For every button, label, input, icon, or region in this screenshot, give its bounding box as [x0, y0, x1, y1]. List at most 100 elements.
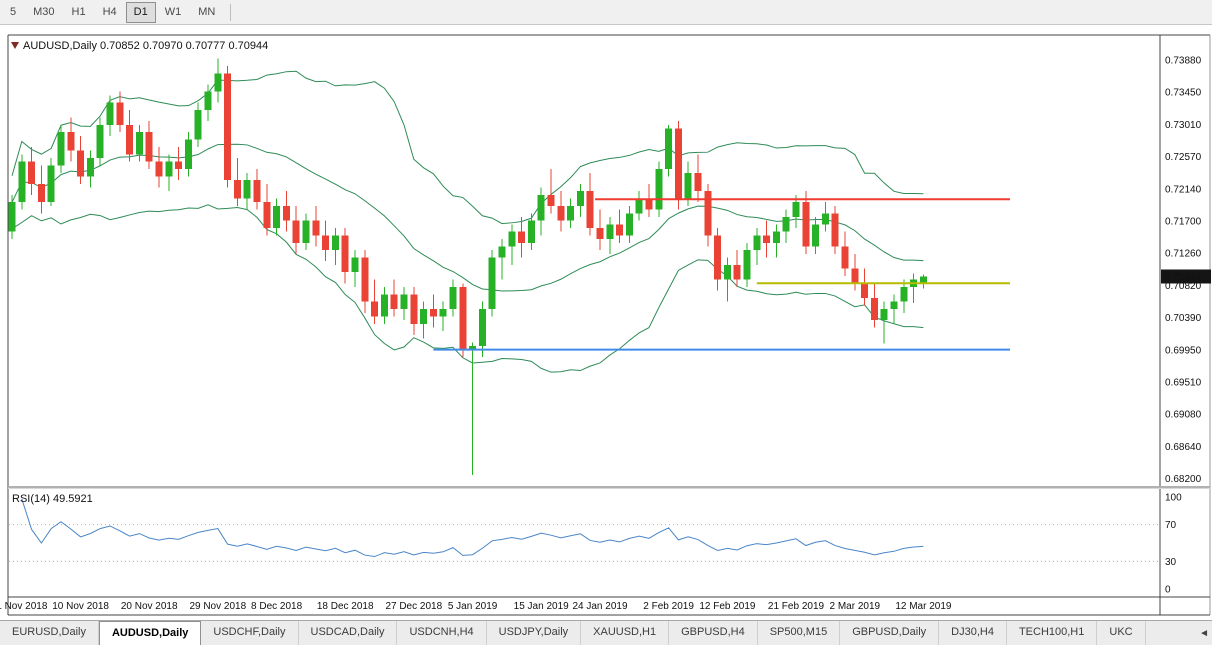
- candle-body: [47, 165, 55, 203]
- chart-tab-audusd-daily[interactable]: AUDUSD,Daily: [98, 621, 202, 645]
- date-tick-label: 10 Nov 2018: [52, 601, 109, 612]
- chart-tabbar: EURUSD,Daily AUDUSD,Daily USDCHF,Daily USDC…: [0, 620, 1212, 645]
- price-tick-label: 0.68640: [1165, 442, 1202, 453]
- price-tick-label: 0.73450: [1165, 88, 1202, 99]
- price-tick-label: 0.68200: [1165, 474, 1202, 485]
- chart-tab-gbpusd-h4[interactable]: GBPUSD,H4: [669, 621, 758, 645]
- price-tick-label: 0.72570: [1165, 152, 1202, 163]
- candle-body: [410, 294, 418, 324]
- candle-body: [518, 231, 526, 243]
- price-tick-label: 0.69510: [1165, 378, 1202, 389]
- candle-body: [478, 309, 486, 346]
- toolbar-separator: [230, 3, 232, 21]
- chart-window[interactable]: 0.73880 0.73450 0.73010 0.72570 0.72140 0.717…: [0, 25, 1212, 620]
- chart-tab-usdjpy-daily[interactable]: USDJPY,Daily: [487, 621, 582, 645]
- date-tick-label: 15 Jan 2019: [514, 601, 569, 612]
- date-tick-label: 12 Feb 2019: [699, 601, 756, 612]
- candle-body: [782, 216, 790, 232]
- chart-tab-usdcad-daily[interactable]: USDCAD,Daily: [299, 621, 398, 645]
- candle-body: [488, 257, 496, 310]
- tabbar-scroll-left-button[interactable]: ◄: [1199, 628, 1209, 639]
- candle-body: [233, 180, 241, 199]
- chart-tab-eurusd-daily[interactable]: EURUSD,Daily: [0, 621, 99, 645]
- candle-body: [341, 235, 349, 273]
- candle-body: [135, 132, 143, 155]
- timeframe-button-d1[interactable]: D1: [125, 1, 156, 23]
- candle-body: [243, 180, 251, 199]
- candle-body: [625, 213, 633, 236]
- price-tick-label: 0.71700: [1165, 217, 1202, 228]
- rsi-label: RSI(14) 49.5921: [12, 493, 93, 505]
- chart-tab-usdcnh-h4[interactable]: USDCNH,H4: [397, 621, 487, 645]
- price-tick-label: 0.73880: [1165, 56, 1202, 67]
- candle-body: [655, 169, 663, 210]
- candle-body: [684, 172, 692, 199]
- candle-body: [704, 191, 712, 236]
- timeframe-button-w1[interactable]: W1: [164, 5, 182, 18]
- chart-tab-sp500-m15[interactable]: SP500,M15: [758, 621, 841, 645]
- candle-body: [400, 294, 408, 310]
- candle-body: [841, 246, 849, 269]
- chart-tab-ukc[interactable]: UKC: [1097, 621, 1146, 645]
- bollinger-lower-band: [11, 204, 924, 373]
- rsi-tick-label: 30: [1165, 557, 1177, 568]
- candle-body: [331, 235, 339, 251]
- chart-tab-tech100-h1[interactable]: TECH100,H1: [1007, 621, 1098, 645]
- candle-body: [224, 73, 232, 181]
- timeframe-button-5[interactable]: 5: [10, 5, 17, 18]
- timeframe-toolbar: 5 M30 H1 H4 D1 W1 MN: [0, 0, 1212, 25]
- candle-body: [635, 198, 643, 214]
- candle-body: [812, 224, 820, 247]
- candle-body: [459, 286, 467, 350]
- candle-body: [567, 205, 575, 221]
- candle-body: [106, 102, 114, 125]
- price-tick-label: 0.69950: [1165, 345, 1202, 356]
- candle-body: [96, 124, 104, 159]
- candle-body: [880, 309, 888, 321]
- price-tick-label: 0.71260: [1165, 249, 1202, 260]
- candle-body: [508, 231, 516, 247]
- candle-body: [576, 191, 584, 206]
- candle-body: [439, 309, 447, 317]
- rsi-tick-label: 70: [1165, 520, 1177, 531]
- timeframe-button-m30[interactable]: M30: [33, 5, 55, 18]
- timeframe-button-mn[interactable]: MN: [198, 5, 216, 18]
- rsi-tick-label: 100: [1165, 493, 1182, 504]
- timeframe-button-h4[interactable]: H4: [102, 5, 117, 18]
- candle-body: [449, 286, 457, 310]
- candle-body: [429, 309, 437, 317]
- candle-body: [890, 301, 898, 310]
- chart-tab-gbpusd-daily[interactable]: GBPUSD,Daily: [840, 621, 940, 645]
- date-tick-label: 18 Dec 2018: [317, 601, 374, 612]
- candle-body: [194, 110, 202, 140]
- date-tick-label: 29 Nov 2018: [189, 601, 246, 612]
- candle-body: [616, 224, 624, 236]
- price-tick-label: 0.73010: [1165, 120, 1202, 131]
- candle-body: [184, 139, 192, 170]
- candle-body: [8, 202, 16, 232]
- chart-tab-dj30-h4[interactable]: DJ30,H4: [939, 621, 1007, 645]
- candle-body: [733, 264, 741, 280]
- trend-lines: [433, 198, 1010, 351]
- candle-body: [772, 231, 780, 243]
- candle-body: [37, 183, 45, 203]
- chart-tab-xauusd-h1[interactable]: XAUUSD,H1: [581, 621, 670, 645]
- candle-body: [273, 205, 281, 229]
- chart-tab-usdchf-daily[interactable]: USDCHF,Daily: [201, 621, 299, 645]
- candle-body: [165, 161, 173, 177]
- chart-tabs: EURUSD,Daily AUDUSD,Daily USDCHF,Daily USDC…: [0, 621, 1196, 645]
- candle-body: [596, 228, 604, 240]
- candle-body: [714, 235, 722, 280]
- candle-body: [204, 91, 212, 111]
- candle-body: [380, 294, 388, 317]
- candle-body: [145, 132, 153, 162]
- candle-body: [586, 191, 594, 229]
- date-tick-label: 20 Nov 2018: [121, 601, 178, 612]
- date-tick-label: 5 Jan 2019: [448, 601, 498, 612]
- candle-body: [67, 132, 75, 151]
- price-tick-label: 0.70820: [1165, 281, 1202, 292]
- timeframe-button-h1[interactable]: H1: [71, 5, 86, 18]
- candle-body: [802, 202, 810, 247]
- candle-body: [870, 298, 878, 321]
